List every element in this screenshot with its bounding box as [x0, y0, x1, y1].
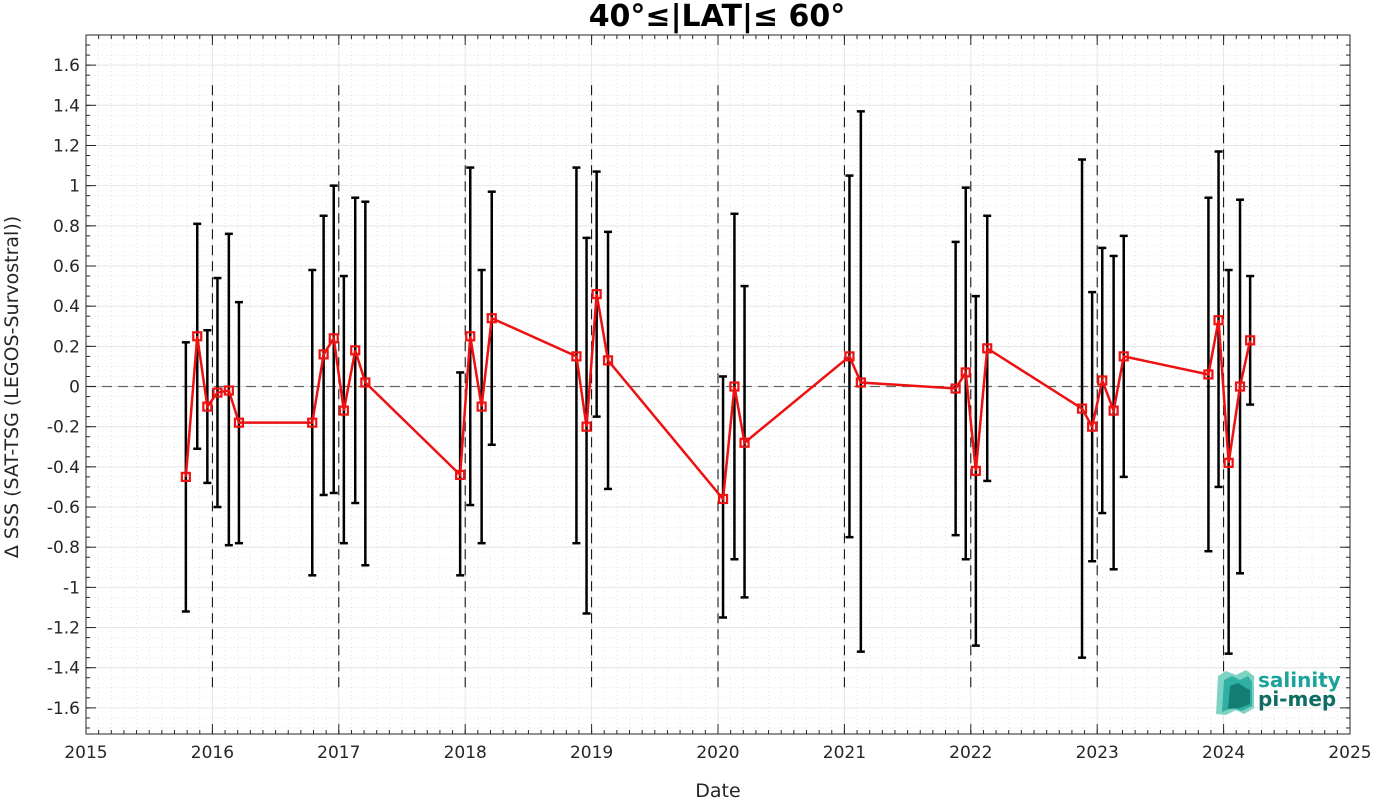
x-tick-labels: 2015 2016 2017 2018 2019 2020 2021 2022 2023 2024… [64, 743, 1371, 763]
data-point-marker [1223, 457, 1234, 468]
plot-area-frame [85, 34, 1351, 735]
data-point-marker [717, 493, 729, 505]
y-tick-label: -0.8 [47, 538, 80, 558]
y-tick-label: 0.8 [53, 217, 80, 237]
y-tick-label: 0.6 [53, 257, 80, 277]
data-point-marker [1097, 375, 1108, 386]
data-point-marker [1203, 369, 1214, 380]
y-tick-label: 1.4 [53, 96, 80, 116]
y-tick-label: 0.4 [53, 297, 80, 317]
data-point-marker [202, 401, 213, 412]
data-point-marker [739, 437, 750, 448]
x-tick-label: 2023 [1076, 743, 1119, 763]
x-tick-label: 2019 [570, 743, 613, 763]
y-tick-label: -0.2 [47, 418, 80, 438]
data-point-marker [571, 351, 582, 362]
data-point-marker [970, 465, 981, 476]
data-point-marker [338, 405, 349, 416]
data-point-marker [465, 331, 476, 342]
data-point-marker [328, 333, 339, 344]
y-tick-label: 0.2 [53, 337, 80, 357]
data-point-marker [476, 401, 487, 412]
x-tick-label: 2016 [191, 743, 234, 763]
data-point-marker [1245, 335, 1256, 346]
data-point-marker [602, 355, 614, 366]
logo-text-line2: pi-mep [1258, 687, 1336, 711]
y-tick-labels: -1.6 -1.4 -1.2 -1 -0.8 -0.6 -0.4 -0.2 0 0.2 0.4 0.6… [47, 56, 80, 719]
data-point-marker [729, 381, 740, 392]
series-markers [180, 289, 1256, 505]
x-tick-label: 2015 [64, 743, 107, 763]
y-tick-label: 1.2 [53, 136, 80, 156]
y-tick-label: 0 [69, 378, 80, 398]
data-point-marker [318, 349, 329, 360]
chart-title: 40°≤|LAT|≤ 60° [589, 0, 846, 34]
data-point-marker [1087, 421, 1098, 432]
data-point-marker [212, 387, 223, 398]
data-point-marker [982, 343, 993, 354]
data-point-marker [1108, 405, 1119, 416]
year-boundary-lines [211, 85, 1225, 688]
data-point-marker [180, 471, 191, 482]
salinity-pi-mep-logo: salinity pi-mep [1216, 668, 1341, 715]
data-point-marker [486, 313, 497, 324]
data-point-marker [233, 417, 245, 428]
data-point-marker [950, 383, 961, 394]
data-point-marker [1213, 315, 1224, 326]
data-point-marker [350, 345, 361, 356]
y-tick-label: -1.2 [47, 619, 80, 639]
y-tick-label: -1.6 [47, 699, 80, 719]
data-point-marker [1118, 351, 1129, 362]
series-line [184, 293, 1252, 503]
y-axis-label: Δ SSS (SAT-TSG (LEGOS-Survostral)) [1, 216, 23, 558]
y-tick-label: 1.6 [53, 56, 80, 76]
data-point-marker [591, 289, 602, 300]
data-point-marker [581, 421, 592, 432]
y-tick-label: 1 [69, 177, 80, 197]
data-point-marker [960, 367, 971, 378]
y-tick-label: -0.6 [47, 498, 80, 518]
y-tick-label: -0.4 [47, 458, 80, 478]
data-point-marker [192, 331, 203, 342]
x-tick-label: 2021 [823, 743, 866, 763]
data-point-marker [1234, 381, 1246, 392]
data-point-marker [844, 351, 855, 362]
x-tick-label: 2017 [317, 743, 360, 763]
y-tick-label: -1.4 [47, 659, 80, 679]
logo-wave-icon [1216, 670, 1254, 715]
x-tick-label: 2025 [1328, 743, 1371, 763]
data-point-marker [360, 377, 371, 388]
x-tick-label: 2018 [444, 743, 487, 763]
data-point-marker [307, 417, 318, 428]
data-point-marker [223, 385, 234, 396]
x-axis-label: Date [695, 780, 740, 801]
x-tick-label: 2022 [949, 743, 992, 763]
y-tick-label: -1 [63, 578, 80, 598]
x-tick-label: 2024 [1202, 743, 1245, 763]
axis-ticks [85, 34, 1351, 734]
x-tick-label: 2020 [696, 743, 739, 763]
data-point-marker [455, 469, 466, 480]
data-point-marker [1076, 403, 1088, 414]
error-bar [1214, 150, 1223, 489]
logo-text-line1: salinity [1258, 668, 1341, 692]
data-point-marker [855, 377, 866, 388]
